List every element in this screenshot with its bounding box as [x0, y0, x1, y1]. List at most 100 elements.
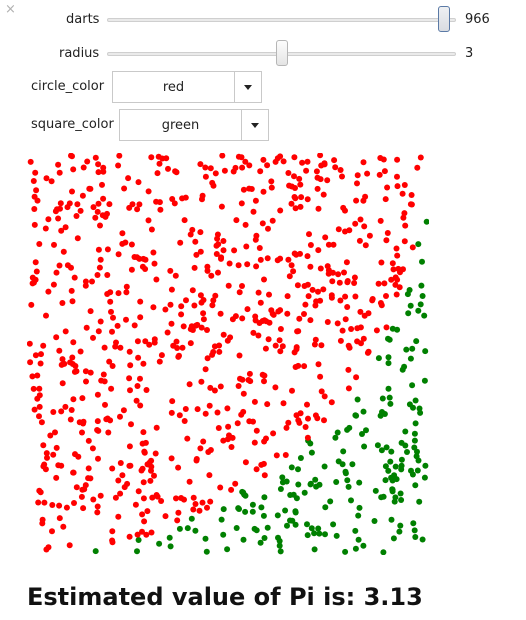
dart-inside — [119, 230, 126, 237]
dart-inside — [318, 342, 325, 349]
dart-inside — [251, 439, 258, 446]
dart-inside — [394, 183, 401, 190]
dart-inside — [351, 280, 358, 286]
dart-inside — [414, 164, 421, 171]
dart-inside — [217, 383, 224, 390]
dart-inside — [304, 158, 311, 165]
dart-outside — [167, 543, 174, 550]
dart-outside — [308, 449, 315, 456]
dart-inside — [315, 205, 322, 212]
dart-outside — [342, 468, 349, 475]
dart-inside — [86, 185, 93, 192]
dart-inside — [80, 164, 87, 171]
dart-inside — [384, 184, 391, 191]
dart-outside — [356, 479, 363, 486]
dart-inside — [246, 370, 253, 377]
dart-inside — [277, 307, 284, 314]
dart-inside — [342, 316, 349, 323]
dart-outside — [349, 461, 356, 468]
dart-inside — [179, 344, 186, 351]
dart-inside — [234, 420, 241, 427]
dart-outside — [385, 360, 392, 367]
dart-inside — [59, 380, 66, 387]
dart-inside — [376, 171, 383, 178]
dart-outside — [277, 486, 284, 492]
dart-inside — [277, 348, 284, 355]
dart-inside — [156, 358, 163, 365]
dart-outside — [355, 512, 362, 519]
dart-inside — [151, 260, 158, 267]
radius-slider-handle[interactable] — [275, 40, 288, 66]
dart-outside — [388, 448, 395, 455]
dart-inside — [268, 178, 275, 185]
dart-inside — [204, 504, 210, 511]
dart-inside — [43, 450, 50, 457]
dart-outside — [249, 501, 256, 508]
dart-inside — [364, 170, 371, 177]
circle-color-dropdown-button[interactable] — [234, 72, 261, 102]
dart-inside — [220, 247, 227, 254]
dart-outside — [360, 408, 367, 415]
dart-inside — [199, 499, 206, 506]
dart-inside — [196, 507, 203, 514]
dart-outside — [304, 532, 311, 539]
dart-inside — [137, 375, 143, 382]
dart-inside — [95, 200, 102, 207]
dart-inside — [189, 287, 196, 294]
square-color-dropdown-button[interactable] — [241, 110, 268, 140]
dart-outside — [414, 467, 421, 474]
dart-inside — [232, 480, 239, 487]
dart-inside — [190, 506, 197, 513]
dart-inside — [230, 168, 237, 175]
dart-outside — [241, 491, 248, 498]
close-icon[interactable]: × — [5, 2, 16, 17]
dart-inside — [352, 220, 359, 227]
dart-inside — [72, 363, 79, 369]
dart-inside — [40, 342, 47, 349]
square-color-select[interactable]: green — [119, 109, 269, 141]
dart-inside — [181, 496, 187, 503]
dart-inside — [294, 328, 301, 335]
dart-inside — [344, 278, 351, 284]
dart-inside — [283, 424, 290, 431]
dart-outside — [390, 535, 397, 542]
radius-slider[interactable] — [107, 40, 456, 66]
dart-outside — [416, 405, 423, 412]
dart-inside — [107, 298, 114, 305]
dart-inside — [259, 220, 266, 227]
dart-inside — [280, 400, 287, 407]
dart-inside — [198, 299, 205, 306]
dart-inside — [301, 311, 307, 317]
darts-slider-track[interactable] — [107, 18, 456, 22]
dart-outside — [385, 385, 392, 392]
dart-inside — [238, 411, 245, 418]
dart-inside — [34, 197, 41, 204]
dart-inside — [175, 509, 182, 516]
dart-inside — [79, 395, 86, 402]
dart-inside — [198, 378, 205, 385]
dart-inside — [82, 368, 89, 375]
dart-outside — [307, 480, 314, 487]
dart-inside — [45, 288, 52, 295]
dart-inside — [321, 417, 327, 424]
dart-outside — [224, 546, 231, 553]
dart-outside — [419, 293, 426, 299]
dart-board-plot — [27, 153, 429, 555]
dart-inside — [237, 375, 243, 382]
darts-slider-handle[interactable] — [438, 6, 451, 32]
dart-inside — [36, 241, 43, 247]
circle-color-select[interactable]: red — [112, 71, 262, 103]
dart-inside — [377, 217, 384, 224]
dart-inside — [219, 153, 226, 159]
darts-slider[interactable] — [107, 6, 456, 32]
dart-outside — [203, 548, 210, 555]
dart-inside — [140, 429, 147, 436]
dart-inside — [178, 311, 185, 318]
dart-inside — [49, 528, 55, 535]
dart-outside — [287, 492, 294, 498]
dart-inside — [253, 232, 260, 239]
dart-inside — [320, 286, 327, 293]
dart-inside — [71, 500, 77, 506]
dart-inside — [80, 418, 87, 425]
dart-inside — [109, 539, 116, 546]
